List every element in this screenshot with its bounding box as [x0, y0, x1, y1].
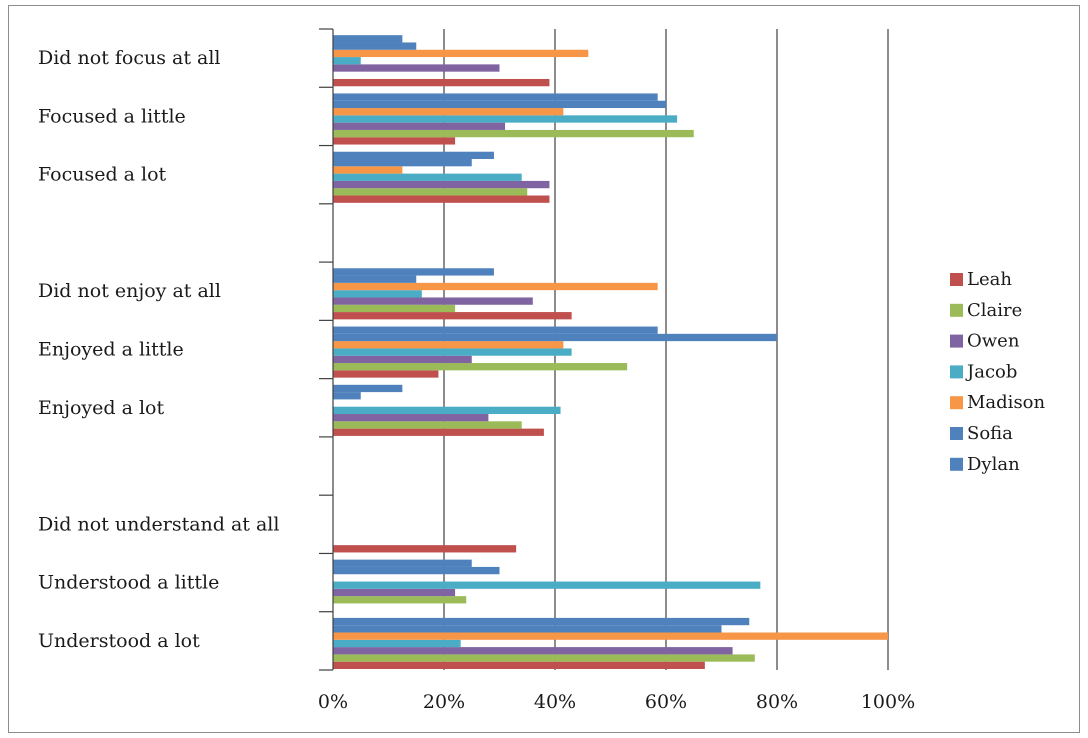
bar-dylan: [333, 559, 472, 567]
bar-owen: [333, 122, 506, 130]
bar-sofia: [333, 333, 777, 342]
bar-madison: [333, 49, 589, 58]
bar-leah: [333, 661, 705, 669]
category-label: Focused a lot: [38, 164, 167, 186]
legend-swatch-leah: [950, 273, 963, 286]
bar-jacob: [333, 115, 678, 123]
bar-jacob: [333, 581, 761, 589]
legend-label-madison: Madison: [967, 392, 1046, 413]
x-tick-label: 60%: [645, 691, 687, 713]
bar-sofia: [333, 625, 722, 633]
bar-madison: [333, 282, 658, 291]
bar-jacob: [333, 348, 572, 356]
bar-claire: [333, 421, 522, 429]
bar-leah: [333, 195, 550, 203]
bar-sofia: [333, 566, 500, 575]
bar-leah: [333, 370, 439, 378]
legend-swatch-jacob: [950, 365, 963, 379]
legend: Leah Claire Owen Jacob Madison Sofia Dylan: [950, 269, 1046, 475]
bar-dylan: [333, 151, 494, 160]
bar-owen: [333, 414, 489, 422]
bar-jacob: [333, 290, 422, 298]
x-tick-label: 20%: [423, 691, 465, 713]
bar-leah: [333, 312, 572, 320]
bar-jacob: [333, 639, 461, 648]
bar-dylan: [333, 617, 750, 626]
bar-dylan: [333, 35, 403, 43]
category-label: Did not enjoy at all: [38, 280, 221, 302]
bar-leah: [333, 428, 544, 436]
bar-owen: [333, 180, 550, 189]
bar-owen: [333, 355, 472, 364]
category-label: Did not focus at all: [38, 47, 221, 69]
legend-label-owen: Owen: [967, 331, 1020, 352]
bar-jacob: [333, 173, 522, 181]
x-tick-label: 40%: [534, 691, 576, 713]
bar-dylan: [333, 93, 658, 101]
bar-madison: [333, 341, 564, 349]
x-tick-label: 0%: [318, 691, 348, 713]
bar-sofia: [333, 42, 417, 50]
legend-swatch-madison: [950, 396, 963, 410]
bar-dylan: [333, 268, 494, 276]
bar-claire: [333, 654, 755, 662]
bar-leah: [333, 137, 456, 145]
bar-madison: [333, 632, 888, 640]
x-tick-labels: 0% 20% 40% 60% 80% 100%: [318, 691, 915, 713]
bar-sofia: [333, 100, 666, 109]
bar-sofia: [333, 392, 361, 400]
legend-swatch-dylan: [950, 457, 963, 471]
bar-jacob: [333, 406, 561, 415]
legend-swatch-sofia: [950, 427, 963, 440]
legend-label-jacob: Jacob: [965, 361, 1017, 382]
bar-leah: [333, 78, 550, 87]
legend-swatch-claire: [950, 303, 963, 317]
bar-owen: [333, 588, 456, 597]
bar-claire: [333, 596, 467, 604]
bar-claire: [333, 129, 694, 138]
bar-jacob: [333, 57, 361, 65]
bar-dylan: [333, 384, 403, 393]
legend-swatch-owen: [950, 334, 963, 348]
legend-label-dylan: Dylan: [967, 454, 1020, 475]
bar-owen: [333, 64, 500, 72]
bar-madison: [333, 108, 564, 116]
bar-claire: [333, 304, 456, 313]
bar-madison: [333, 166, 403, 174]
bar-sofia: [333, 275, 417, 283]
y-axis: [319, 28, 334, 671]
x-tick-label: 100%: [861, 691, 915, 713]
category-label: Understood a little: [38, 572, 219, 594]
x-tick-label: 80%: [756, 691, 798, 713]
bar-sofia: [333, 159, 472, 167]
bar-owen: [333, 647, 733, 655]
legend-label-sofia: Sofia: [967, 423, 1013, 444]
category-label: Did not understand at all: [38, 513, 279, 535]
category-label: Focused a little: [38, 105, 186, 127]
bar-claire: [333, 188, 528, 196]
bar-owen: [333, 297, 533, 305]
category-label: Enjoyed a lot: [38, 397, 164, 419]
category-label: Enjoyed a little: [38, 339, 184, 361]
bar-leah: [333, 545, 517, 553]
bar-dylan: [333, 326, 658, 334]
category-labels: Did not focus at all Focused a little Focu…: [38, 47, 279, 652]
legend-label-leah: Leah: [967, 269, 1012, 290]
bars: [333, 35, 888, 669]
category-label: Understood a lot: [38, 630, 200, 652]
bar-claire: [333, 363, 628, 371]
legend-label-claire: Claire: [967, 300, 1022, 321]
